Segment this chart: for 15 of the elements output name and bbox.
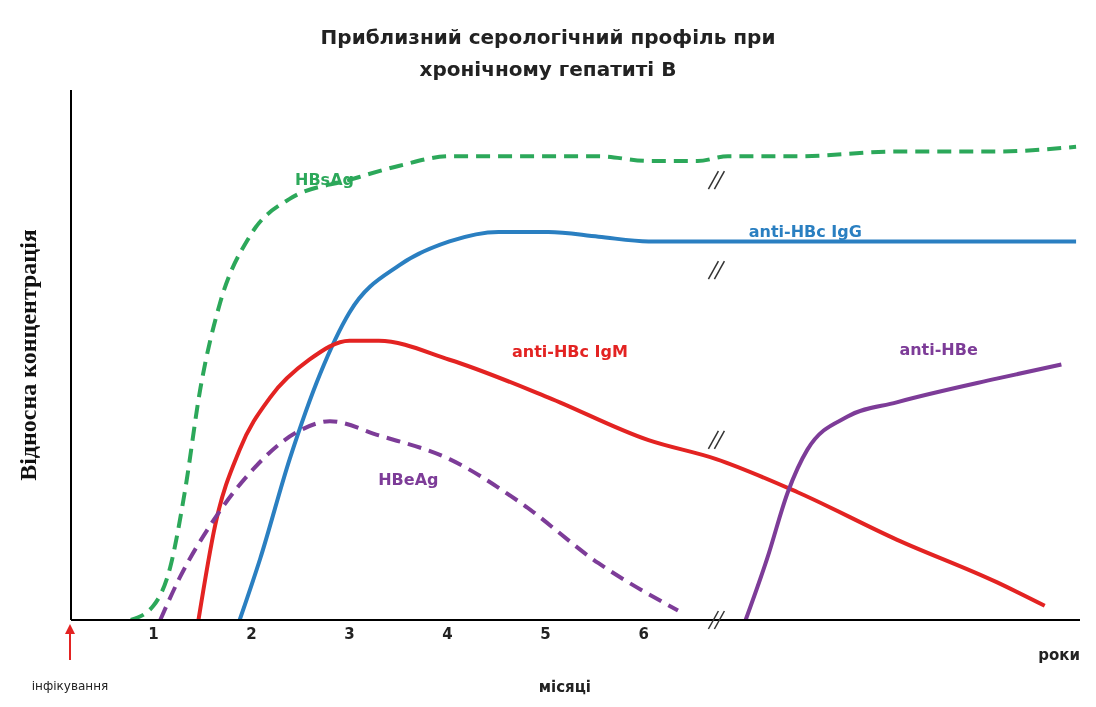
x-tick-label: 4: [442, 624, 453, 643]
chart-title: Приблизний серологічний профіль при хронічному гепатиті В: [320, 25, 776, 81]
x-tick-label: 6: [638, 624, 649, 643]
series-label: anti-HBc IgG: [748, 221, 862, 241]
y-axis-title: Відносна концентрація: [15, 229, 41, 481]
text: роки: [1038, 646, 1080, 664]
series-label: anti-HBe: [899, 340, 978, 359]
text: інфікування: [31, 679, 109, 693]
series-label: HBeAg: [378, 469, 439, 489]
series-label: anti-HBc IgM: [511, 342, 628, 362]
x-tick-label: 2: [246, 624, 257, 643]
x-tick-label: 1: [148, 624, 159, 643]
x-axis-title: місяці: [538, 678, 591, 696]
x-tick-label: 3: [344, 624, 355, 643]
x-tick-label: 5: [540, 624, 551, 643]
